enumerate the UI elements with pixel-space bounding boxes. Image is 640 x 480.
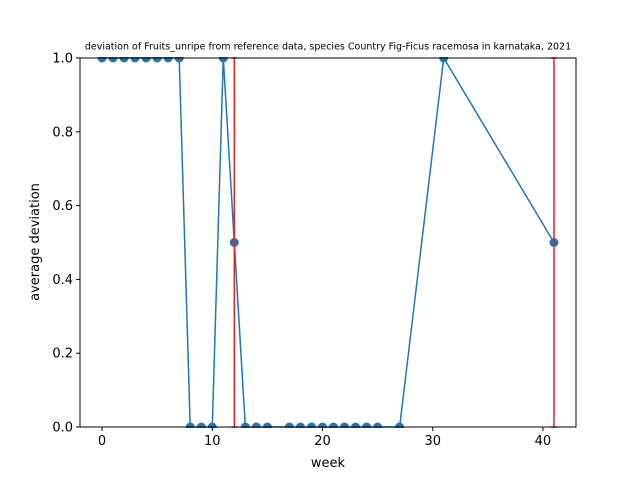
x-tick-label: 10 xyxy=(204,434,221,449)
y-tick-label: 0.4 xyxy=(52,273,73,288)
series-line xyxy=(102,57,555,428)
y-tick-label: 0.2 xyxy=(52,347,73,362)
x-tick-label: 30 xyxy=(424,434,441,449)
axes: 0 10 20 30 40 0.0 0.2 0.4 0.6 0.8 1.0 xyxy=(52,52,577,449)
axes-frame xyxy=(79,57,577,428)
plot-area xyxy=(97,57,559,428)
y-tick-label: 0.0 xyxy=(52,421,73,436)
x-tick-label: 20 xyxy=(314,434,331,449)
x-axis-label: week xyxy=(311,456,346,471)
x-tick-label: 40 xyxy=(535,434,552,449)
y-tick-label: 0.6 xyxy=(52,199,73,214)
chart-title: deviation of Fruits_unripe from referenc… xyxy=(85,42,571,53)
x-tick-label: 0 xyxy=(98,434,106,449)
plot-content xyxy=(97,57,559,428)
y-axis-label: average deviation xyxy=(28,183,43,301)
y-tick-label: 1.0 xyxy=(52,52,73,67)
y-tick-label: 0.8 xyxy=(52,125,73,140)
